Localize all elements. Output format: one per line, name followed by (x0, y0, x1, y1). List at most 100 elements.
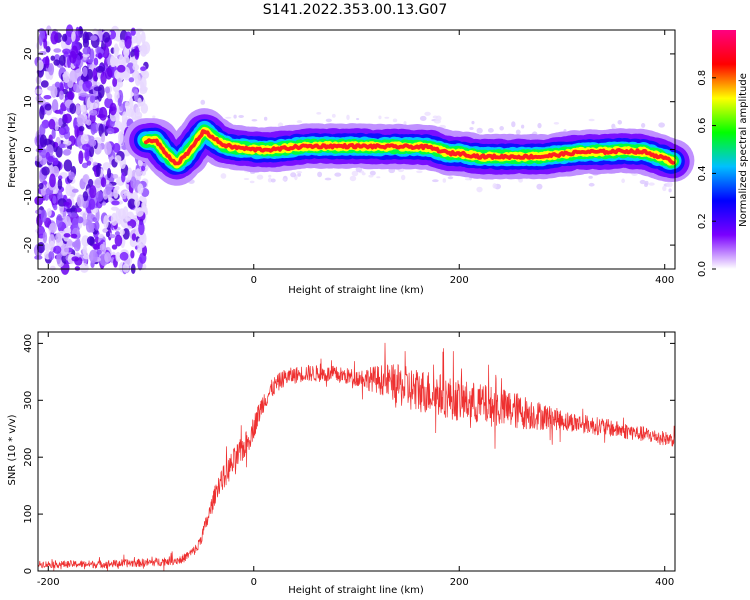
snr-ytick-label: 300 (23, 391, 34, 410)
spectrogram-noise-cell (86, 236, 95, 246)
spectrogram-noise-cell (648, 182, 655, 186)
spectrogram-noise-cell (71, 31, 76, 42)
spectrogram-noise-cell (95, 190, 104, 202)
spectrogram-noise-cell (58, 108, 64, 115)
spectrogram-noise-cell (114, 155, 122, 163)
spectrogram-noise-cell (297, 172, 302, 177)
spectrogram-noise-cell (107, 93, 113, 100)
spectrogram-noise-cell (69, 207, 77, 212)
spectrogram-noise-cell (109, 234, 116, 239)
spectrogram-noise-cell (553, 121, 560, 125)
snr-ytick-label: 400 (23, 334, 34, 353)
spectrogram-noise-cell (89, 109, 98, 116)
spectrogram-noise-cell (85, 119, 92, 126)
spectrogram-noise-cell (435, 115, 442, 122)
spectrogram-noise-cell (45, 46, 51, 53)
spectrogram-noise-cell (640, 123, 646, 128)
spectrogram-noise-cell (69, 103, 77, 115)
spectrogram-noise-cell (35, 209, 43, 215)
spectrogram-noise-cell (270, 178, 276, 183)
spectrogram-noise-cell (140, 169, 147, 176)
snr-x-label: Height of straight line (km) (288, 585, 424, 596)
spectrogram-panel: -200 0 200 400 -20 -10 0 10 20 Height of straigh… (7, 24, 695, 296)
spectrogram-noise-cell (123, 190, 131, 196)
spectrogram-noise-cell (80, 133, 89, 146)
spectrogram-noise-cell (431, 179, 439, 183)
spectrogram-noise-cell (537, 122, 542, 129)
spectrogram-noise-cell (403, 121, 407, 125)
spectrogram-noise-cell (106, 127, 115, 135)
spectrogram-noise-cell (639, 179, 646, 185)
spectrogram-noise-cell (68, 171, 75, 181)
spectrogram-noise-cell (54, 81, 61, 88)
spectrogram-noise-cell (53, 59, 60, 66)
spectrogram-noise-cell (96, 163, 101, 177)
colorbar-tick-label: 0.0 (697, 261, 708, 277)
spectrogram-noise-cell (65, 183, 73, 197)
spectrogram-noise-cell (92, 243, 99, 250)
spectrogram-ytick-label: 0 (23, 146, 34, 152)
spectrogram-noise-cell (621, 178, 626, 184)
spectrogram-noise-cell (111, 200, 120, 206)
spectrogram-noise-cell (100, 71, 107, 85)
snr-plot-area (38, 332, 675, 571)
spectrogram-noise-cell (90, 35, 98, 41)
spectrogram-noise-cell (471, 120, 475, 125)
colorbar-label: Normalized spectral amplitude (738, 73, 749, 227)
spectrogram-noise-cell (63, 201, 70, 207)
spectrogram-noise-cell (93, 57, 99, 66)
spectrogram-noise-cell (296, 171, 303, 174)
spectrogram-noise-cell (133, 88, 139, 102)
spectrogram-noise-cell (131, 233, 137, 241)
spectrogram-noise-cell (256, 174, 264, 180)
spectrogram-noise-cell (464, 178, 472, 181)
spectrogram-noise-cell (82, 174, 88, 183)
spectrogram-noise-cell (69, 50, 77, 64)
spectrogram-ridge-layer (124, 108, 695, 186)
spectrogram-ytick-label: -20 (23, 237, 34, 253)
spectrogram-noise-cell (384, 116, 390, 119)
spectrogram-noise-cell (114, 234, 123, 247)
spectrogram-noise-cell (50, 85, 58, 98)
spectrogram-noise-cell (88, 222, 96, 230)
spectrogram-noise-cell (346, 114, 350, 120)
spectrogram-noise-cell (124, 35, 132, 49)
spectrogram-noise-cell (112, 142, 121, 153)
spectrogram-noise-cell (34, 88, 44, 95)
spectrogram-noise-cell (96, 249, 102, 255)
spectrogram-noise-cell (115, 251, 121, 262)
spectrogram-noise-cell (104, 141, 112, 156)
spectrogram-noise-cell (492, 183, 497, 189)
spectrogram-noise-cell (38, 50, 47, 56)
spectrogram-noise-cell (613, 126, 617, 129)
spectrogram-noise-cell (39, 134, 48, 148)
spectrogram-noise-cell (122, 55, 130, 64)
spectrogram-noise-cell (536, 183, 543, 190)
spectrogram-noise-cell (63, 233, 71, 238)
spectrogram-noise-cell (355, 117, 360, 121)
spectrogram-noise-cell (137, 97, 142, 108)
spectrogram-noise-cell (92, 67, 98, 82)
spectrogram-xtick-label: 200 (450, 275, 469, 286)
spectrogram-noise-cell (127, 198, 136, 210)
spectrogram-noise-cell (50, 31, 59, 45)
spectrogram-noise-cell (74, 207, 82, 213)
spectrogram-noise-cell (55, 145, 63, 158)
spectrogram-noise-cell (103, 215, 109, 229)
spectrogram-noise-cell (43, 38, 48, 50)
spectrogram-noise-cell (416, 170, 423, 174)
spectrogram-noise-cell (142, 245, 148, 257)
spectrogram-xtick-label: 400 (655, 275, 674, 286)
spectrogram-noise-cell (48, 118, 56, 130)
spectrogram-noise-cell (44, 243, 51, 252)
chart-title: S141.2022.353.00.13.G07 (263, 2, 448, 18)
spectrogram-noise-cell (499, 126, 504, 131)
spectrogram-noise-cell (114, 46, 120, 52)
spectrogram-noise-cell (296, 120, 303, 124)
spectrogram-noise-cell (140, 76, 147, 91)
colorbar-tick-label: 0.8 (697, 70, 708, 86)
spectrogram-noise-cell (515, 129, 521, 135)
spectrogram-noise-cell (121, 194, 127, 200)
spectrogram-noise-cell (134, 46, 140, 60)
